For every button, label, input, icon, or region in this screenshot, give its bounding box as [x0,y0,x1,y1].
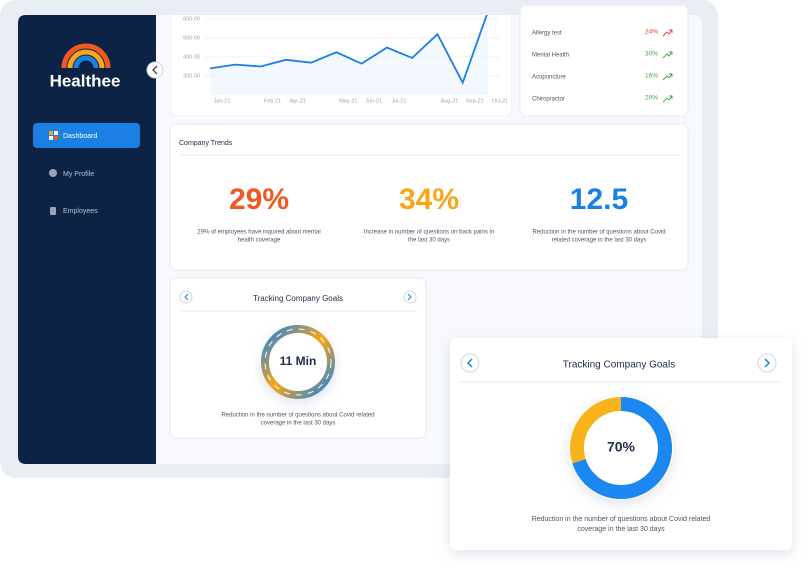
donut-value [570,397,672,499]
trend-icon [662,51,673,59]
line [209,15,488,85]
stat-value: 12.5 [570,183,628,216]
stat-desc: Reduction in the number of questions abo… [532,230,665,236]
list-value: 20% [645,95,658,102]
goals-title: Tracking Company Goals [563,360,675,371]
list-name: Allergy test [532,31,562,37]
trends-title: Company Trends [179,140,233,147]
prev-button[interactable] [179,290,193,304]
trend-icon [662,73,673,81]
y-tick-label: 400.00 [183,54,200,60]
ring-dash [264,328,332,396]
x-tick-label: Jan-21 [214,98,231,104]
nav-icon [54,136,58,140]
x-tick-label: May-21 [339,98,357,104]
list-name: Acupuncture [532,75,566,81]
nav-icon [54,131,58,135]
stat-desc: the last 30 days [408,238,450,244]
ring-bg [261,325,335,399]
list-name: Mental Health [532,53,569,59]
nav-item[interactable]: Employees [63,208,98,215]
ring-label: 11 Min [280,354,317,368]
stat-desc: 29% of employees have inquired about men… [197,230,320,236]
nav-active[interactable] [33,123,140,148]
nav-icon [49,169,57,177]
list-value: 30% [645,51,658,58]
area [210,15,488,95]
goals-title: Tracking Company Goals [253,294,343,303]
x-tick-label: Apr-21 [290,98,307,104]
stat-desc: health coverage [238,238,281,244]
list-card [519,4,689,117]
donut-label: 70% [607,439,636,455]
collapse-button[interactable] [146,61,164,79]
prev-icon [466,358,473,368]
stat-value: 29% [229,183,289,216]
stat-desc: Increase in number of questions on back … [364,230,494,236]
x-tick-label: Oct-21 [492,98,509,104]
nav-icon [49,131,53,135]
y-tick-label: 800.00 [183,16,200,22]
trends: 29% 29% of employees have inquired about … [197,183,665,244]
list-name: Chiropractor [532,97,565,103]
goals-desc: coverage in the last 30 days [261,421,336,427]
next-button[interactable] [403,290,417,304]
donut-bg [569,396,673,500]
trend-icon [662,95,673,103]
goals-desc: Reduction in the number of questions abo… [221,413,374,419]
nav-item[interactable]: My Profile [63,171,94,178]
stat-value: 34% [399,183,459,216]
x-tick-label: Sep-21 [466,98,484,104]
x-tick-label: Aug-21 [441,98,459,104]
line-chart: 200.00 400.00 600.00 800.00 Jan-21 Feb-21 Apr-… [183,15,509,104]
trend-icon [662,29,673,37]
brand: Healthee [50,71,121,90]
collapse-icon [152,65,158,75]
trends-card [169,123,689,271]
stat-desc: related coverage in the last 30 days [552,238,647,244]
nav-item[interactable]: Dashboard [63,133,97,140]
list-value: 16% [645,73,658,80]
prev-button[interactable] [460,353,480,373]
next-button[interactable] [757,353,777,373]
logo [61,43,111,69]
nav-icon [50,207,56,215]
nav-icon [49,136,53,140]
y-tick-label: 600.00 [183,35,200,41]
list: Allergy test 24% Mental Health 30% Acupunctu… [532,29,673,103]
x-tick-label: Jul-21 [391,98,406,104]
next-icon [764,358,771,368]
next-icon [407,293,412,301]
prev-icon [184,293,189,301]
goals-desc: coverage in the last 30 days [577,526,665,533]
list-value: 24% [645,29,658,36]
goals-desc: Reduction in the number of questions abo… [532,516,711,523]
x-tick-label: Feb-21 [264,98,281,104]
x-tick-label: Jun-21 [365,98,382,104]
y-tick-label: 200.00 [183,73,200,79]
